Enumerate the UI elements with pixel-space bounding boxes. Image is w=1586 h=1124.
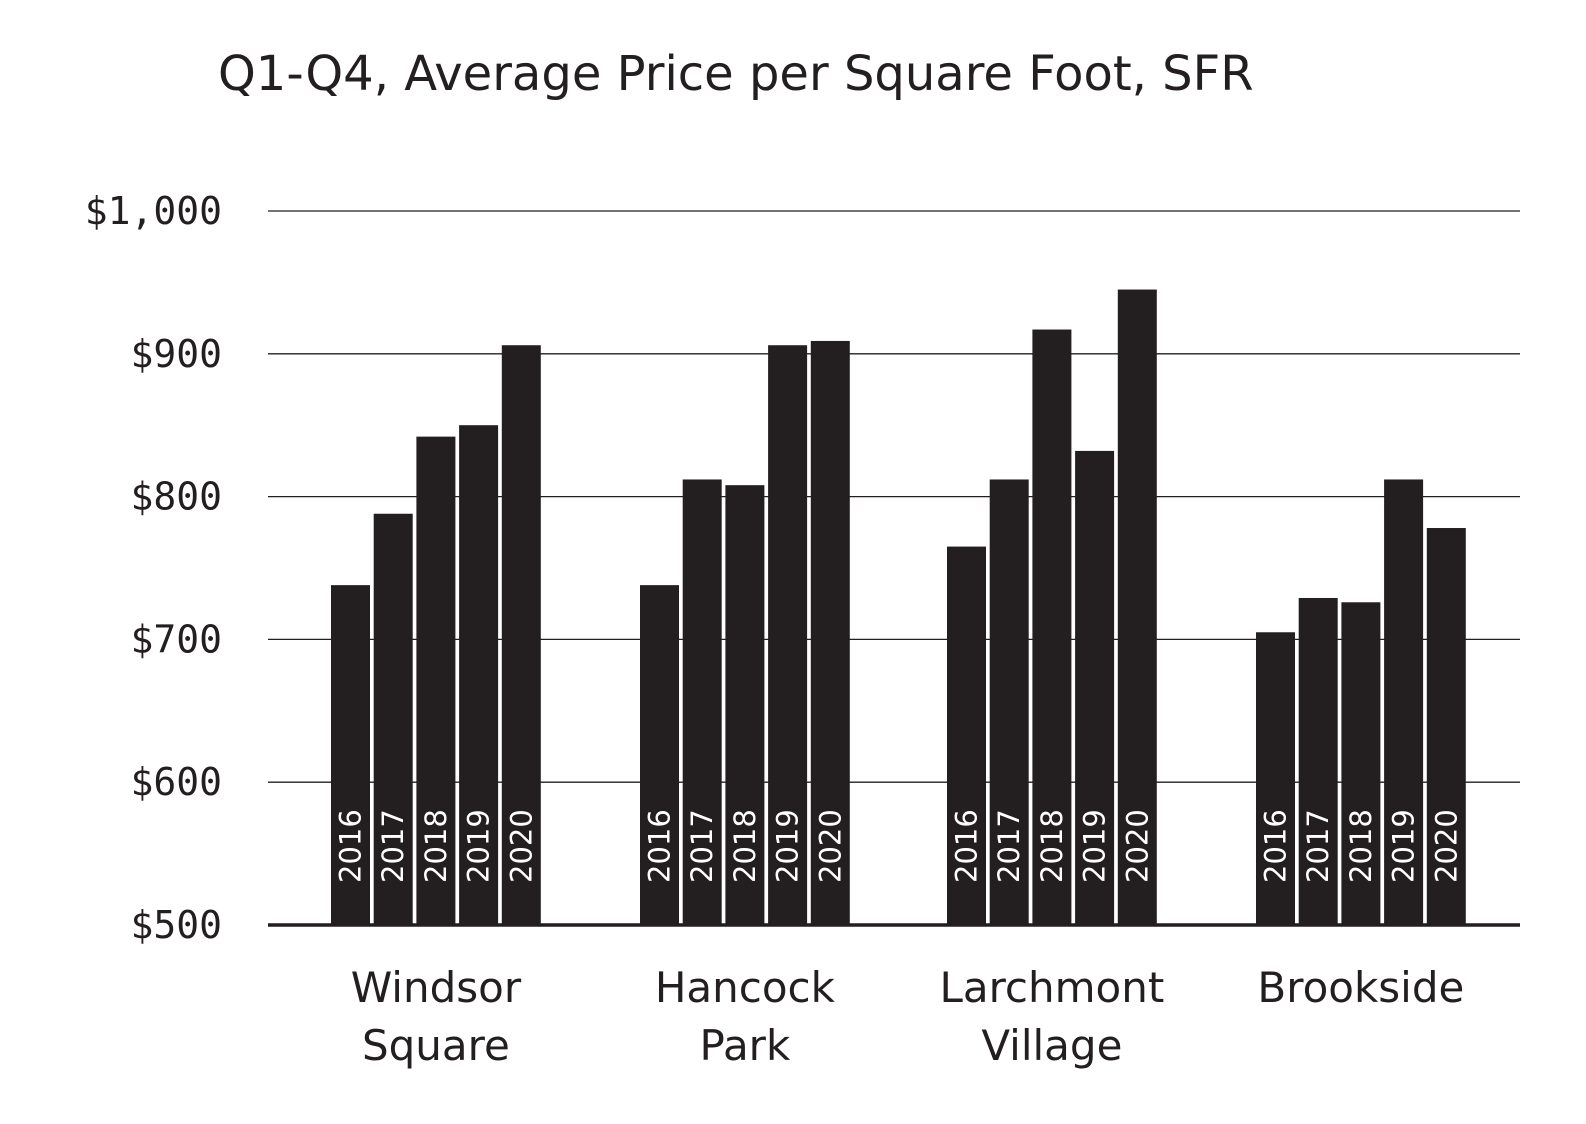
- bar-year-label: 2017: [685, 809, 719, 883]
- bar: [1032, 329, 1072, 925]
- category-label: Village: [981, 1021, 1122, 1070]
- bar-year-label: 2016: [950, 809, 984, 883]
- bar-year-label: 2016: [643, 809, 677, 883]
- bar: [810, 340, 850, 925]
- bar: [725, 485, 765, 925]
- bar-year-label: 2020: [1429, 809, 1463, 883]
- y-tick-label: $900: [130, 332, 222, 376]
- bar: [1341, 602, 1381, 925]
- bar: [1384, 479, 1424, 925]
- bar: [1298, 597, 1338, 925]
- bar-year-label: 2020: [504, 809, 538, 883]
- bar: [1075, 450, 1115, 925]
- y-tick-label: $1,000: [85, 189, 222, 233]
- chart-title: Q1-Q4, Average Price per Square Foot, SF…: [218, 46, 1254, 102]
- bar-year-label: 2017: [1301, 809, 1335, 883]
- bar-year-label: 2020: [813, 809, 847, 883]
- category-label: Windsor: [351, 963, 522, 1012]
- bar: [331, 585, 370, 925]
- bars: 2016 2017 2018 2019 2020 2016 2017 2018 2019 2020…: [331, 289, 1466, 925]
- x-axis-category-labels: Windsor Square Hancock Park Larchmont Village…: [351, 963, 1465, 1070]
- bar-year-label: 2016: [1259, 809, 1293, 883]
- bar: [640, 585, 679, 925]
- bar-year-label: 2017: [992, 809, 1026, 883]
- category-label: Square: [362, 1021, 510, 1070]
- y-tick-label: $500: [130, 903, 222, 947]
- bar: [989, 479, 1029, 925]
- y-axis-tick-labels: $1,000 $900 $800 $700 $600 $500: [85, 189, 222, 947]
- category-label: Brookside: [1257, 963, 1464, 1012]
- y-tick-label: $600: [130, 760, 222, 804]
- bar-year-label: 2016: [334, 809, 368, 883]
- bar: [1426, 528, 1466, 925]
- bar-year-label: 2019: [1387, 809, 1421, 883]
- bar-year-label: 2018: [419, 809, 453, 883]
- category-label: Larchmont: [939, 963, 1164, 1012]
- bar: [1117, 289, 1157, 925]
- bar-year-label: 2018: [1344, 809, 1378, 883]
- bar: [416, 436, 456, 925]
- bar: [682, 479, 722, 925]
- bar-year-label: 2017: [376, 809, 410, 883]
- bar: [768, 345, 808, 925]
- bar-year-label: 2018: [1035, 809, 1069, 883]
- bar-year-label: 2019: [1078, 809, 1112, 883]
- y-tick-label: $800: [130, 475, 222, 519]
- category-label: Park: [700, 1021, 791, 1070]
- bar: [947, 546, 986, 925]
- bar: [373, 513, 413, 925]
- bar-year-label: 2019: [462, 809, 496, 883]
- bar: [459, 425, 499, 925]
- bar: [501, 345, 541, 925]
- bar-year-label: 2020: [1120, 809, 1154, 883]
- bar: [1256, 632, 1295, 925]
- bar-year-label: 2018: [728, 809, 762, 883]
- category-label: Hancock: [655, 963, 836, 1012]
- y-tick-label: $700: [130, 617, 222, 661]
- bar-year-label: 2019: [771, 809, 805, 883]
